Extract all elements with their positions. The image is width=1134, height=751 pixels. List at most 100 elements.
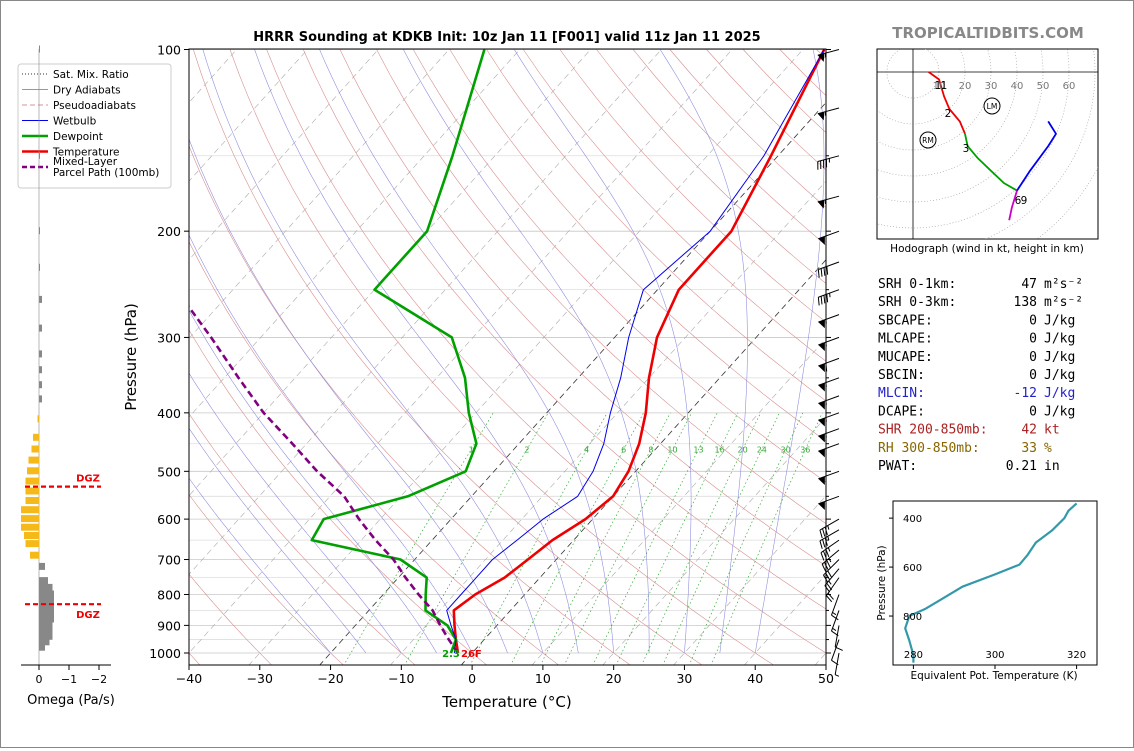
dry-adiabat bbox=[189, 494, 344, 665]
mixing-ratio-label: 6 bbox=[621, 445, 626, 454]
barb-flag bbox=[827, 592, 834, 600]
barb-flag bbox=[826, 560, 831, 568]
wind-barb bbox=[818, 357, 840, 373]
surface-label: 2.3 26F bbox=[442, 649, 482, 660]
barb-shaft bbox=[821, 549, 840, 565]
index-unit: J/kg bbox=[1044, 350, 1075, 365]
wind-barb bbox=[818, 395, 840, 410]
wind-barb bbox=[818, 336, 840, 352]
index-unit: J/kg bbox=[1044, 332, 1075, 347]
dry-adiabat bbox=[449, 49, 826, 442]
x-tick-label: 50 bbox=[818, 671, 834, 686]
barb-shaft bbox=[818, 377, 840, 386]
dry-adiabat bbox=[523, 49, 826, 362]
hodo-height-label: 6 bbox=[1015, 195, 1022, 207]
omega-bar bbox=[39, 603, 54, 611]
hodo-ring-label: 60 bbox=[1063, 81, 1076, 92]
wind-barb bbox=[819, 518, 840, 539]
pseudoadiabat bbox=[403, 49, 650, 653]
theta-e-x-label: Equivalent Pot. Temperature (K) bbox=[910, 670, 1077, 682]
index-value: 33 bbox=[1021, 441, 1037, 456]
index-unit: m²s⁻² bbox=[1044, 277, 1083, 292]
barb-shaft bbox=[818, 336, 840, 346]
mixing-ratio-line bbox=[540, 412, 671, 665]
barb-flag bbox=[817, 297, 820, 306]
pseudoadiabat bbox=[659, 49, 748, 654]
barb-flag bbox=[823, 159, 825, 169]
sounding-indices: SRH 0-1km: 47 m²s⁻² SRH 0-3km: 138 m²s⁻² SBCAP… bbox=[878, 277, 1083, 474]
index-label: MLCIN: bbox=[878, 386, 925, 401]
omega-bar bbox=[39, 583, 53, 591]
isotherm--40 bbox=[189, 49, 733, 654]
wind-barb bbox=[817, 195, 840, 209]
isotherm--90 bbox=[189, 49, 379, 261]
hodo-height-label: 1 bbox=[935, 80, 942, 92]
wind-barb bbox=[823, 559, 840, 583]
isotherm--100 bbox=[189, 49, 308, 182]
barb-flag bbox=[823, 574, 829, 583]
y-tick-label: 1000 bbox=[149, 646, 181, 661]
barb-flag bbox=[824, 585, 831, 593]
index-label: SHR 200-850mb: bbox=[878, 423, 988, 438]
omega-bar bbox=[28, 456, 39, 464]
barb-pennant bbox=[817, 200, 825, 209]
y-tick-label: 900 bbox=[157, 618, 181, 633]
wind-barb bbox=[820, 539, 840, 561]
barb-half-flag bbox=[834, 674, 840, 677]
dry-adiabat bbox=[189, 413, 416, 665]
legend-label: Sat. Mix. Ratio bbox=[53, 69, 129, 81]
mixing-ratio-label: 30 bbox=[781, 445, 791, 454]
dgz-label: DGZ bbox=[76, 610, 100, 621]
omega-bar bbox=[39, 324, 42, 332]
index-label: DCAPE: bbox=[878, 404, 925, 419]
pseudoadiabat bbox=[202, 49, 544, 654]
barb-half-flag bbox=[832, 627, 837, 631]
index-label: SBCIN: bbox=[878, 368, 925, 383]
hodograph: 10 20 30 40 50 60 1 1 2 3 6 9 RM LM Hodograph (wind i… bbox=[876, 48, 1099, 255]
wind-barb bbox=[834, 652, 840, 677]
mixing-ratio-line bbox=[662, 412, 780, 665]
barb-half-flag bbox=[832, 611, 837, 616]
dry-adiabat bbox=[189, 241, 559, 665]
isotherm-0 bbox=[460, 259, 826, 665]
x-tick-label: 40 bbox=[747, 671, 763, 686]
dry-adiabat bbox=[189, 145, 631, 665]
wind-barb bbox=[818, 377, 840, 392]
barb-flag bbox=[826, 266, 829, 275]
series-wetbulb bbox=[446, 49, 825, 654]
wind-barb bbox=[819, 529, 840, 549]
barb-half-flag bbox=[827, 547, 831, 552]
mixing-ratio-line bbox=[688, 412, 804, 665]
x-tick-label: 0 bbox=[468, 671, 476, 686]
dry-adiabat bbox=[266, 49, 826, 654]
hodo-ring-label: 10 bbox=[933, 81, 946, 92]
x-tick-label: 20 bbox=[606, 671, 622, 686]
y-tick-label: 200 bbox=[157, 224, 181, 239]
barb-flag bbox=[822, 528, 826, 537]
omega-bar bbox=[39, 621, 53, 629]
omega-axis-label: Omega (Pa/s) bbox=[27, 693, 115, 708]
barb-half-flag bbox=[824, 111, 827, 116]
barb-shaft bbox=[818, 230, 840, 240]
branding-text: TROPICALTIDBITS.COM bbox=[892, 24, 1084, 42]
hodo-segment bbox=[1016, 120, 1057, 192]
omega-bar bbox=[39, 366, 42, 374]
barb-flag bbox=[826, 582, 833, 591]
barb-flag bbox=[817, 161, 819, 170]
wind-barb bbox=[817, 261, 840, 278]
barb-flag bbox=[825, 549, 830, 558]
legend-label: Mixed-Layer bbox=[53, 156, 118, 168]
hodo-height-label: 1 bbox=[941, 80, 948, 92]
barb-shaft bbox=[834, 625, 840, 648]
index-value: 138 bbox=[1014, 295, 1037, 310]
hodograph-frame bbox=[876, 48, 1099, 240]
storm-motion-marker bbox=[919, 131, 937, 149]
wind-barb bbox=[818, 314, 840, 329]
mixing-ratio-label: 24 bbox=[757, 445, 767, 454]
index-value: 0 bbox=[1029, 350, 1037, 365]
y-tick-label: 700 bbox=[157, 553, 181, 568]
skewt-plot: 1 2 4 6 8 10 13 16 20 24 30 36 −40 −30 −20 −10 0 10 20 30 4… bbox=[122, 43, 834, 712]
omega-tick-label: 0 bbox=[36, 673, 43, 686]
omega-tick-label: −2 bbox=[91, 673, 107, 686]
mixing-ratio-line bbox=[563, 412, 693, 665]
